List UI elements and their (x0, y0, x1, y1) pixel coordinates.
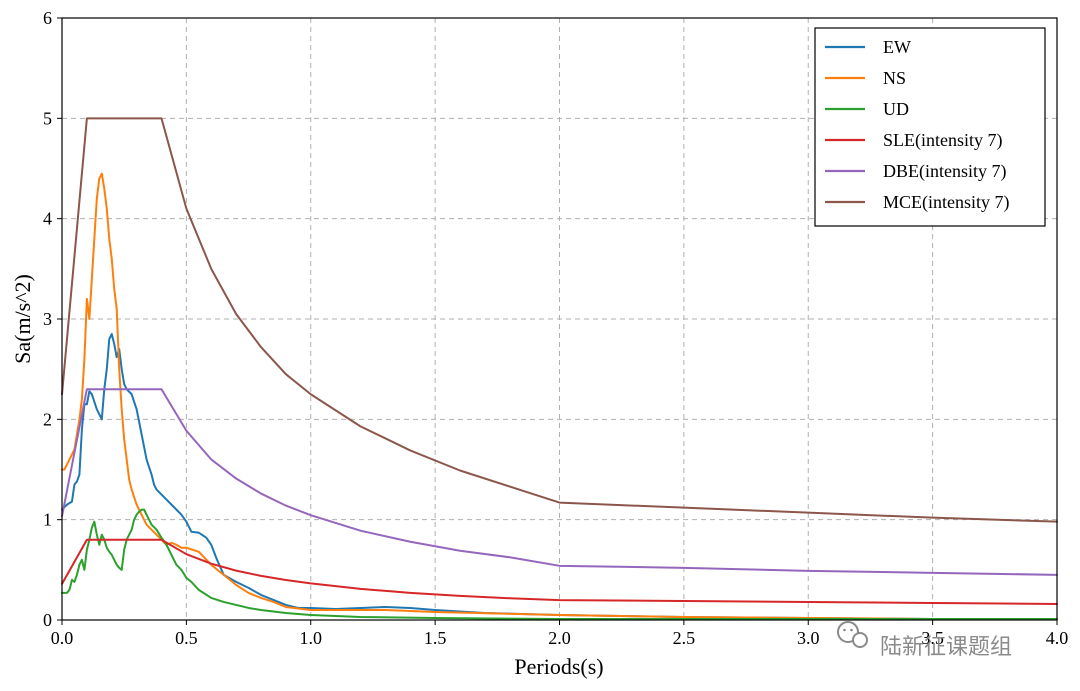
y-tick-label: 1 (43, 510, 52, 530)
x-tick-label: 3.0 (797, 628, 820, 648)
y-tick-label: 3 (43, 309, 52, 329)
legend-label: MCE(intensity 7) (883, 192, 1010, 213)
series-line-1 (61, 172, 1058, 620)
x-axis-label: Periods(s) (514, 654, 603, 679)
x-tick-label: 3.5 (921, 628, 944, 648)
y-tick-label: 4 (43, 209, 52, 229)
y-axis-label: Sa(m/s^2) (10, 274, 35, 364)
legend-label: DBE(intensity 7) (883, 161, 1007, 182)
x-tick-label: 1.5 (424, 628, 447, 648)
x-tick-label: 0.0 (51, 628, 74, 648)
series-line-4 (61, 388, 1058, 576)
axis-ticks: 0.0 0.5 1.0 1.5 2.0 2.5 3.0 3.5 4.0 0 1 2 3 4 5 6 (43, 8, 1068, 648)
x-tick-label: 1.0 (300, 628, 323, 648)
series-line-3 (61, 538, 1058, 605)
x-tick-label: 4.0 (1046, 628, 1069, 648)
series-line-5 (61, 117, 1058, 523)
series-line-2 (61, 508, 1058, 620)
y-tick-label: 0 (43, 610, 52, 630)
y-tick-label: 2 (43, 409, 52, 429)
legend: EW NS UD SLE(intensity 7) DBE(intensity 7) MC… (814, 27, 1046, 227)
x-tick-label: 2.0 (548, 628, 571, 648)
legend-label: NS (883, 68, 906, 88)
watermark: 陆新征课题组 (837, 621, 1012, 660)
x-tick-label: 0.5 (175, 628, 198, 648)
series-line-0 (61, 333, 1058, 620)
y-tick-label: 6 (43, 8, 52, 28)
legend-label: UD (883, 99, 909, 119)
legend-box (814, 27, 1046, 227)
y-tick-label: 5 (43, 108, 52, 128)
legend-label: SLE(intensity 7) (883, 130, 1003, 151)
legend-label: EW (883, 37, 911, 57)
x-tick-label: 2.5 (673, 628, 696, 648)
watermark-text: 陆新征课题组 (880, 635, 1012, 660)
wechat-icon (837, 621, 868, 648)
series-lines (61, 117, 1058, 620)
